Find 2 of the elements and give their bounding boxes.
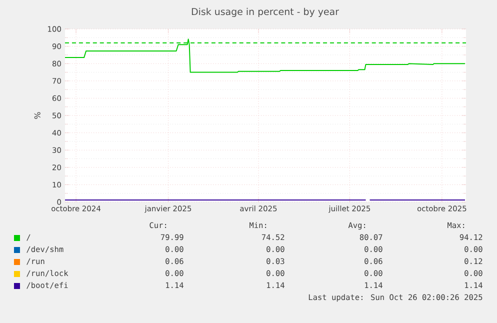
- chart-title: Disk usage in percent - by year: [192, 8, 339, 17]
- line-series: [64, 38, 466, 73]
